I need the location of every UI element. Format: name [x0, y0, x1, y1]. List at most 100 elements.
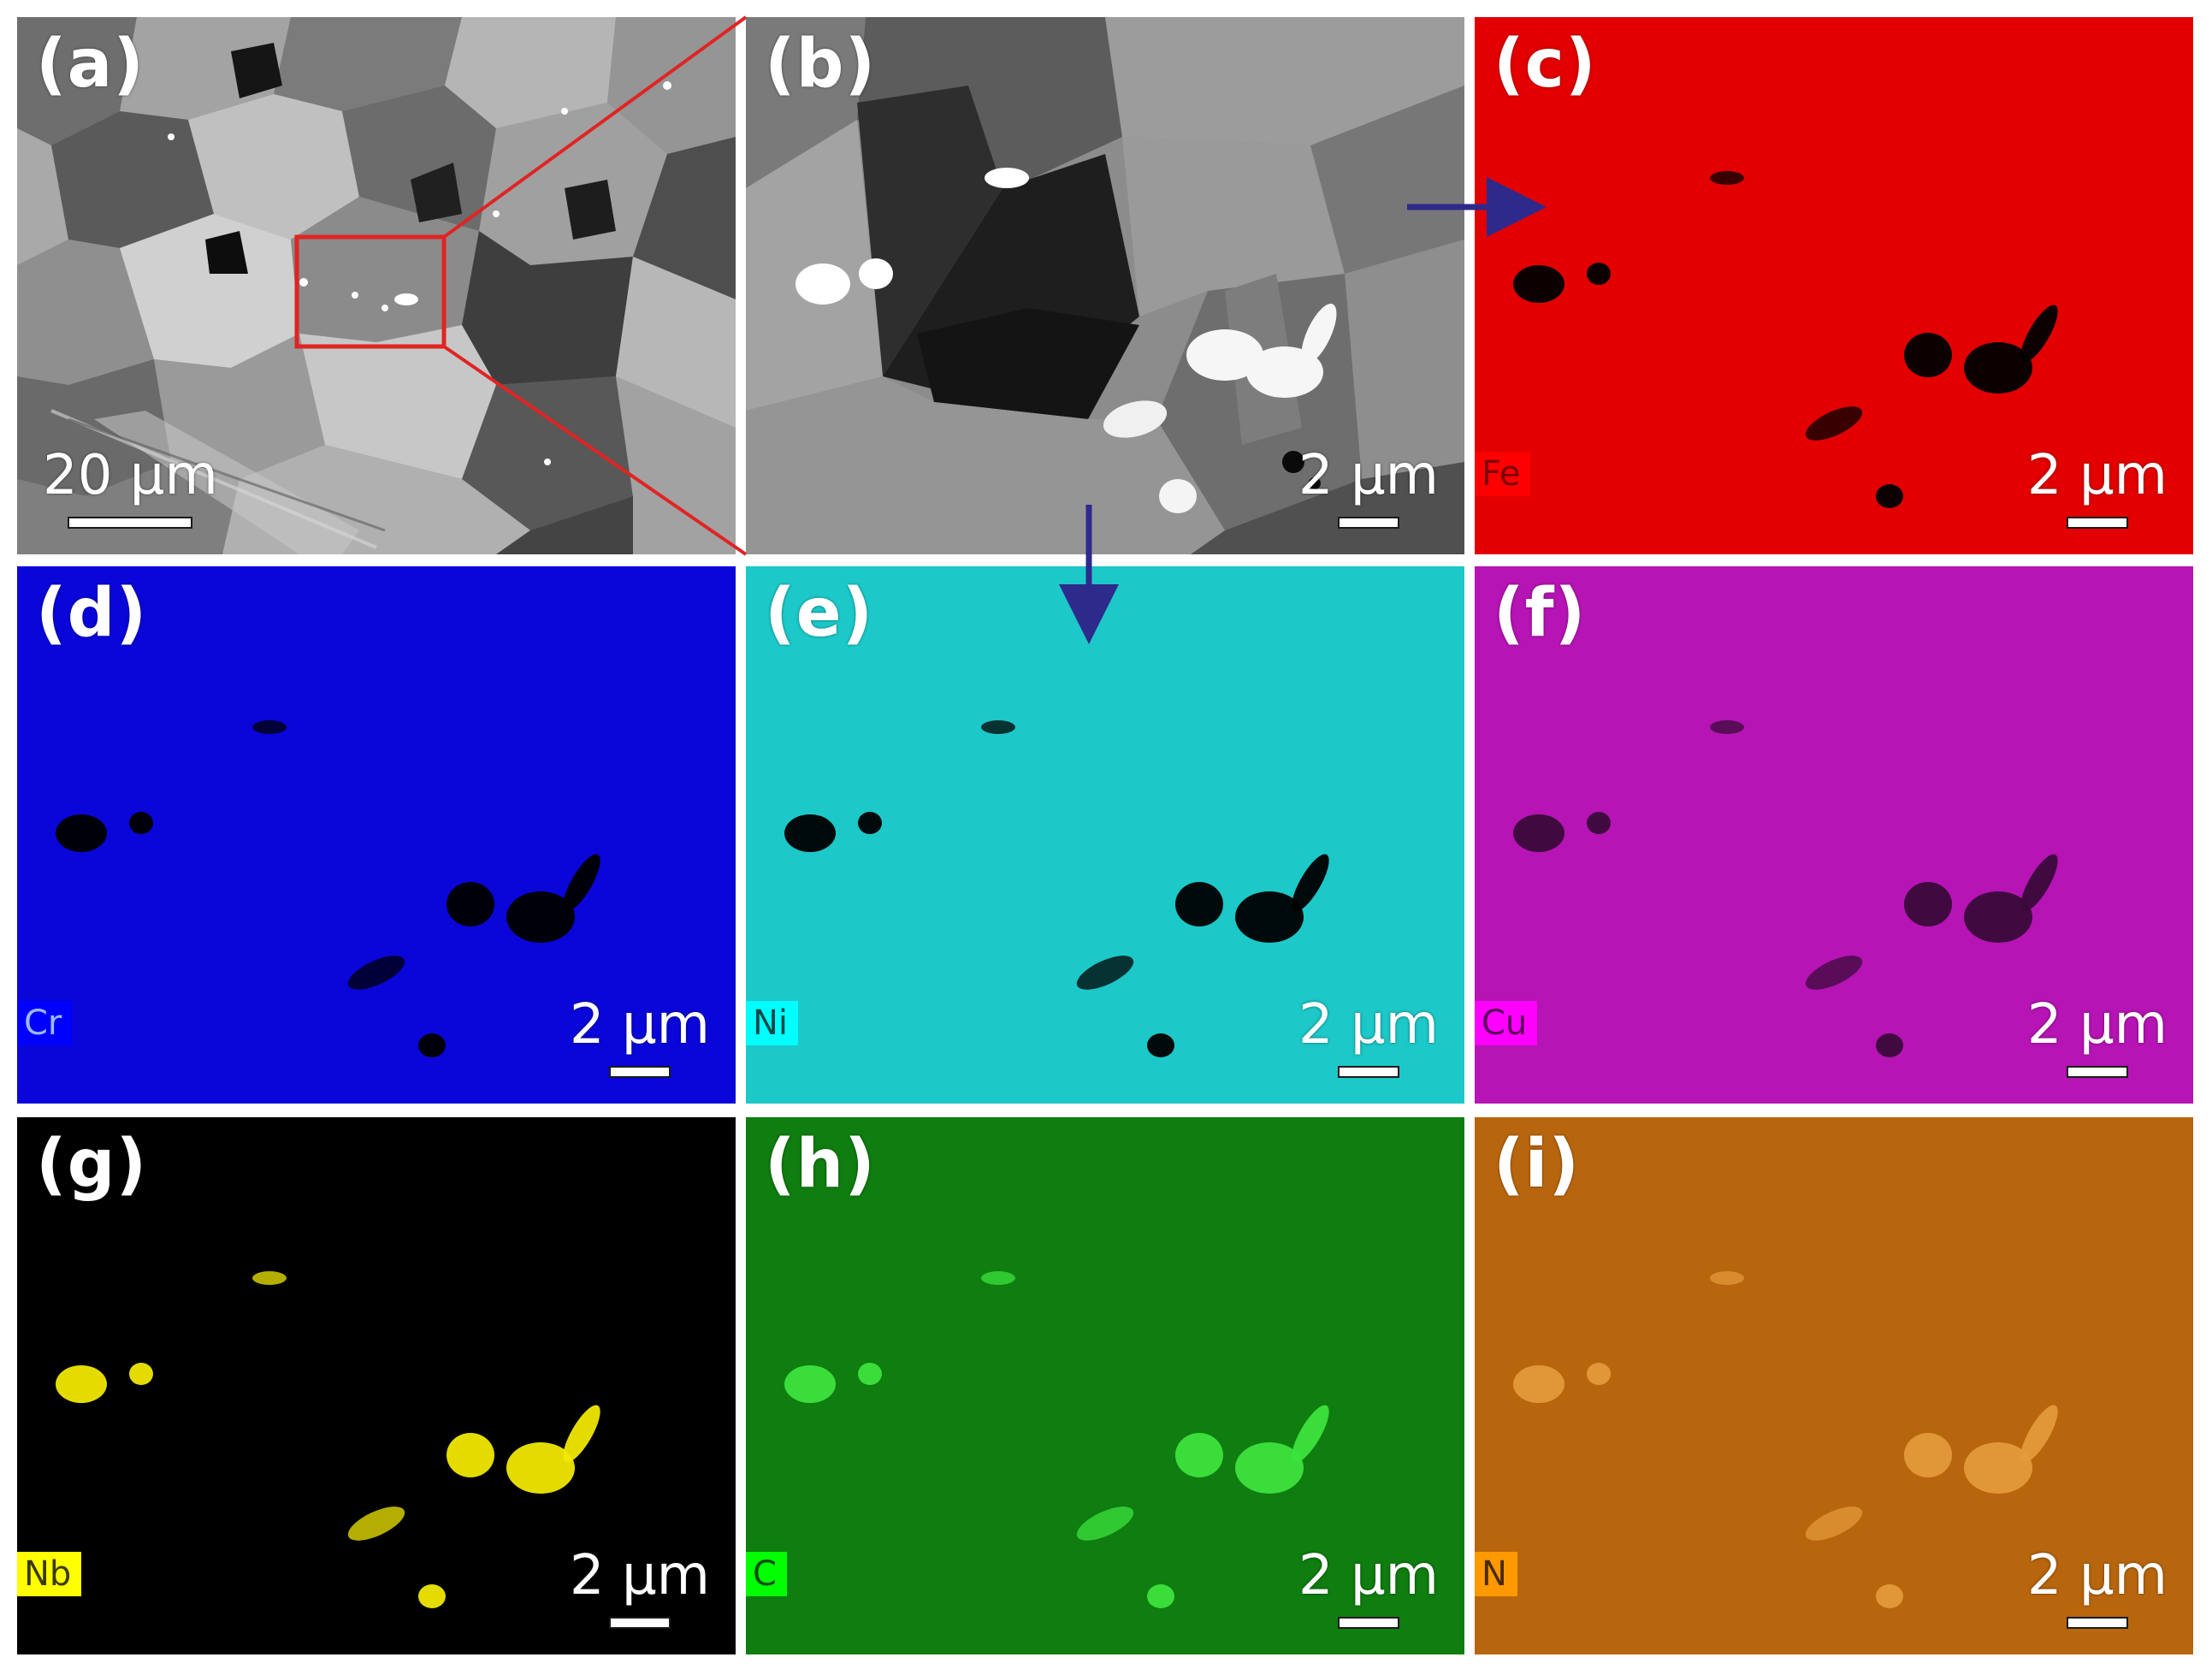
panel-c-scale-text: 2 μm	[2026, 444, 2168, 507]
particle-3	[1710, 1271, 1744, 1285]
particle-8	[1876, 1033, 1903, 1057]
panel-h-label: (h)	[765, 1126, 876, 1203]
particle-2	[1587, 263, 1611, 285]
map-background	[1475, 566, 2193, 1104]
panel-a-scalebar: 20 μm	[43, 448, 218, 529]
particle-3	[1710, 720, 1744, 734]
panel-h-scale-line	[1337, 1617, 1399, 1629]
cr-map-image	[17, 566, 736, 1104]
fe-element-tag: Fe	[1475, 452, 1531, 496]
n-element-tag: N	[1475, 1552, 1517, 1596]
map-background	[746, 1117, 1464, 1654]
nb-map-image	[17, 1117, 736, 1654]
map-background	[746, 566, 1464, 1104]
panel-f-label: (f)	[1493, 575, 1587, 652]
nb-element-tag: Nb	[17, 1552, 82, 1596]
particle-2	[1587, 1363, 1611, 1385]
n-map-image	[1475, 1117, 2193, 1654]
particle-1	[784, 1365, 836, 1403]
panel-a-scale-line	[68, 517, 193, 529]
panel-e-scale-line	[1337, 1066, 1399, 1078]
particle-3	[981, 1271, 1015, 1285]
c-map-image	[746, 1117, 1464, 1654]
particle-6	[2020, 1405, 2058, 1463]
particle-8	[1147, 1584, 1174, 1608]
particle-5	[1964, 342, 2032, 394]
panel-h-scale-text: 2 μm	[1298, 1544, 1439, 1607]
particle-2	[129, 1363, 153, 1385]
fe-map-image	[1475, 17, 2193, 554]
panel-g-label: (g)	[36, 1126, 148, 1203]
particle-2	[129, 812, 153, 834]
map-background	[17, 1117, 736, 1654]
panel-c-label: (c)	[1493, 26, 1597, 103]
particle-6	[563, 1405, 600, 1463]
particle-7	[1805, 406, 1863, 441]
particle-8	[1876, 484, 1903, 508]
panel-e-ni-map: (e) Ni 2 μm	[746, 566, 1464, 1104]
panel-i-n-map: (i) N 2 μm	[1475, 1117, 2193, 1654]
sem-zoom-image	[746, 17, 1464, 554]
particle-5	[1964, 891, 2032, 943]
panel-a-sem-overview: (a) 20 μm	[17, 17, 736, 554]
panel-i-scale-text: 2 μm	[2026, 1544, 2168, 1607]
c-element-tag: C	[746, 1552, 787, 1596]
particle-5	[506, 1442, 575, 1494]
particle-2	[858, 1363, 882, 1385]
panel-e-scale-text: 2 μm	[1298, 993, 1439, 1056]
panel-e-scalebar: 2 μm	[1298, 997, 1439, 1078]
particle-7	[1805, 1506, 1863, 1541]
particle-2	[1587, 812, 1611, 834]
panel-g-scale-line	[608, 1617, 671, 1629]
particle-1	[1513, 1365, 1564, 1403]
particle-8	[1876, 1584, 1903, 1608]
panel-c-scalebar: 2 μm	[2027, 448, 2168, 529]
cr-element-tag: Cr	[17, 1001, 73, 1045]
panel-c-scale-line	[2066, 517, 2128, 529]
particle-5	[1235, 1442, 1304, 1494]
panel-g-scalebar: 2 μm	[570, 1548, 710, 1629]
panel-b-label: (b)	[765, 26, 877, 103]
particle-3	[252, 1271, 287, 1285]
particle-7	[1076, 956, 1134, 990]
panel-d-scale-text: 2 μm	[569, 993, 710, 1056]
particle-1	[1513, 265, 1564, 303]
particle-4	[1904, 882, 1952, 926]
panel-f-scale-text: 2 μm	[2026, 993, 2168, 1056]
particle-3	[1710, 171, 1744, 185]
panel-b-scale-text: 2 μm	[1298, 444, 1439, 507]
particle-4	[1175, 882, 1223, 926]
panel-a-scale-text: 20 μm	[43, 444, 218, 507]
map-background	[1475, 17, 2193, 554]
particle-8	[418, 1584, 446, 1608]
particle-7	[1805, 956, 1863, 990]
panel-h-scalebar: 2 μm	[1298, 1548, 1439, 1629]
panel-d-scalebar: 2 μm	[570, 997, 710, 1078]
panel-b-scalebar: 2 μm	[1298, 448, 1439, 529]
particle-4	[1904, 333, 1952, 377]
particle-1	[56, 814, 107, 852]
particle-5	[506, 891, 575, 943]
panel-g-scale-text: 2 μm	[569, 1544, 710, 1607]
particle-4	[1904, 1433, 1952, 1477]
particle-6	[2020, 854, 2058, 912]
panel-d-cr-map: (d) Cr 2 μm	[17, 566, 736, 1104]
map-background	[17, 566, 736, 1104]
panel-f-scalebar: 2 μm	[2027, 997, 2168, 1078]
particle-2	[858, 812, 882, 834]
particle-8	[1147, 1033, 1174, 1057]
cu-element-tag: Cu	[1475, 1001, 1538, 1045]
particle-4	[447, 882, 494, 926]
particle-7	[1076, 1506, 1134, 1541]
particle-6	[2020, 305, 2058, 363]
particle-1	[784, 814, 836, 852]
ni-element-tag: Ni	[746, 1001, 799, 1045]
particle-5	[1235, 891, 1304, 943]
particle-3	[981, 720, 1015, 734]
panel-b-scale-line	[1337, 517, 1399, 529]
panel-f-scale-line	[2066, 1066, 2128, 1078]
panel-a-label: (a)	[36, 26, 145, 103]
particle-3	[252, 720, 287, 734]
particle-6	[563, 854, 600, 912]
particle-4	[1175, 1433, 1223, 1477]
